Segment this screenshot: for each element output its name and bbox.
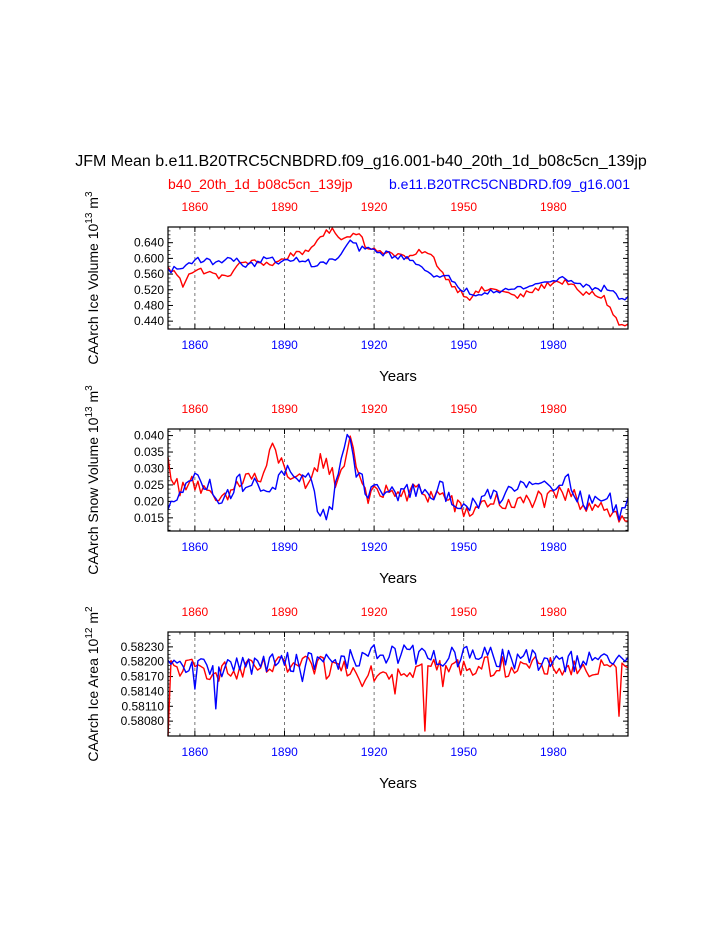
legend-red-label: b40_20th_1d_b08c5cn_139jp	[168, 176, 353, 192]
x-tick-label-bottom: 1890	[271, 540, 298, 554]
series-line-blue	[167, 644, 629, 710]
series-line-blue	[167, 239, 629, 301]
y-tick-label: 0.58200	[121, 655, 165, 669]
x-tick-label-bottom: 1980	[540, 540, 567, 554]
x-tick-label-top: 1890	[271, 200, 298, 214]
x-tick-label-top: 1950	[450, 200, 477, 214]
plot-frame	[167, 226, 629, 330]
y-tick-label: 0.560	[134, 267, 164, 281]
chart-title: JFM Mean b.e11.B20TRC5CNBDRD.f09_g16.001…	[75, 153, 647, 170]
x-tick-label-top: 1980	[540, 200, 567, 214]
y-tick-label: 0.58080	[121, 714, 165, 728]
plot-frame	[167, 631, 629, 737]
series-line-red	[167, 655, 629, 737]
x-tick-label-bottom: 1920	[361, 338, 388, 352]
y-tick-label: 0.440	[134, 314, 164, 328]
series-line-red	[167, 435, 629, 523]
y-tick-label: 0.58170	[121, 670, 165, 684]
x-tick-label-bottom: 1950	[450, 540, 477, 554]
y-axis-label: CAArch Ice Area 1012 m2	[84, 606, 101, 762]
x-tick-label-top: 1890	[271, 402, 298, 416]
y-tick-label: 0.480	[134, 298, 164, 312]
y-tick-label: 0.015	[134, 511, 164, 525]
y-tick-label: 0.58230	[121, 640, 165, 654]
x-tick-label-top: 1980	[540, 605, 567, 619]
y-tick-label: 0.035	[134, 445, 164, 459]
x-axis-label: Years	[379, 775, 417, 792]
x-tick-label-top: 1950	[450, 605, 477, 619]
series-line-blue	[167, 433, 629, 521]
x-tick-label-bottom: 1860	[182, 338, 209, 352]
y-tick-label: 0.030	[134, 461, 164, 475]
x-tick-label-top: 1920	[361, 200, 388, 214]
y-tick-label: 0.020	[134, 494, 164, 508]
x-tick-label-bottom: 1890	[271, 338, 298, 352]
x-tick-label-bottom: 1950	[450, 745, 477, 759]
x-tick-label-bottom: 1890	[271, 745, 298, 759]
x-tick-label-bottom: 1920	[361, 540, 388, 554]
y-tick-label: 0.025	[134, 478, 164, 492]
panel-ice-area: 1860 1860 1890 1890 1920 1920 1950 1950 1980 1980…	[84, 605, 629, 792]
x-tick-label-bottom: 1920	[361, 745, 388, 759]
plot-frame	[167, 428, 629, 532]
x-tick-label-bottom: 1860	[182, 745, 209, 759]
y-axis-label: CAArch Snow Volume 1013 m3	[84, 385, 101, 575]
panel-ice-volume: 1860 1860 1890 1890 1920 1920 1950 1950 1980 1980…	[84, 191, 629, 385]
x-axis-label: Years	[379, 570, 417, 587]
y-tick-label: 0.520	[134, 283, 164, 297]
legend-blue-label: b.e11.B20TRC5CNBDRD.f09_g16.001	[389, 176, 630, 192]
x-tick-label-top: 1860	[182, 402, 209, 416]
x-tick-label-top: 1890	[271, 605, 298, 619]
x-tick-label-bottom: 1980	[540, 745, 567, 759]
x-tick-label-top: 1860	[182, 200, 209, 214]
x-tick-label-top: 1860	[182, 605, 209, 619]
y-tick-label: 0.040	[134, 429, 164, 443]
x-tick-label-bottom: 1950	[450, 338, 477, 352]
x-tick-label-bottom: 1980	[540, 338, 567, 352]
x-tick-label-top: 1950	[450, 402, 477, 416]
y-axis-label: CAArch Ice Volume 1013 m3	[84, 191, 101, 365]
panel-snow-volume: 1860 1860 1890 1890 1920 1920 1950 1950 1980 1980…	[84, 385, 629, 587]
y-tick-label: 0.58140	[121, 684, 165, 698]
y-tick-label: 0.58110	[122, 699, 165, 713]
y-tick-label: 0.640	[134, 236, 164, 250]
x-axis-label: Years	[379, 368, 417, 385]
x-tick-label-bottom: 1860	[182, 540, 209, 554]
x-tick-label-top: 1980	[540, 402, 567, 416]
series-line-red	[167, 227, 629, 327]
x-tick-label-top: 1920	[361, 402, 388, 416]
x-tick-label-top: 1920	[361, 605, 388, 619]
y-tick-label: 0.600	[134, 251, 164, 265]
